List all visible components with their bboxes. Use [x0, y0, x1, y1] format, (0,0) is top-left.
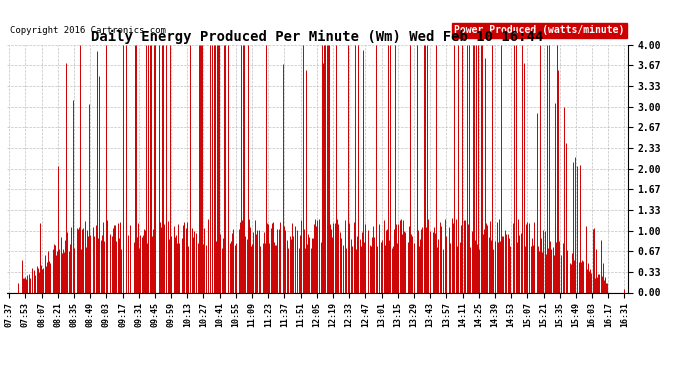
Text: Power Produced (watts/minute): Power Produced (watts/minute) [455, 25, 625, 35]
Text: Copyright 2016 Cartronics.com: Copyright 2016 Cartronics.com [10, 26, 166, 35]
Title: Daily Energy Produced Per Minute (Wm) Wed Feb 10 16:44: Daily Energy Produced Per Minute (Wm) We… [91, 30, 544, 44]
